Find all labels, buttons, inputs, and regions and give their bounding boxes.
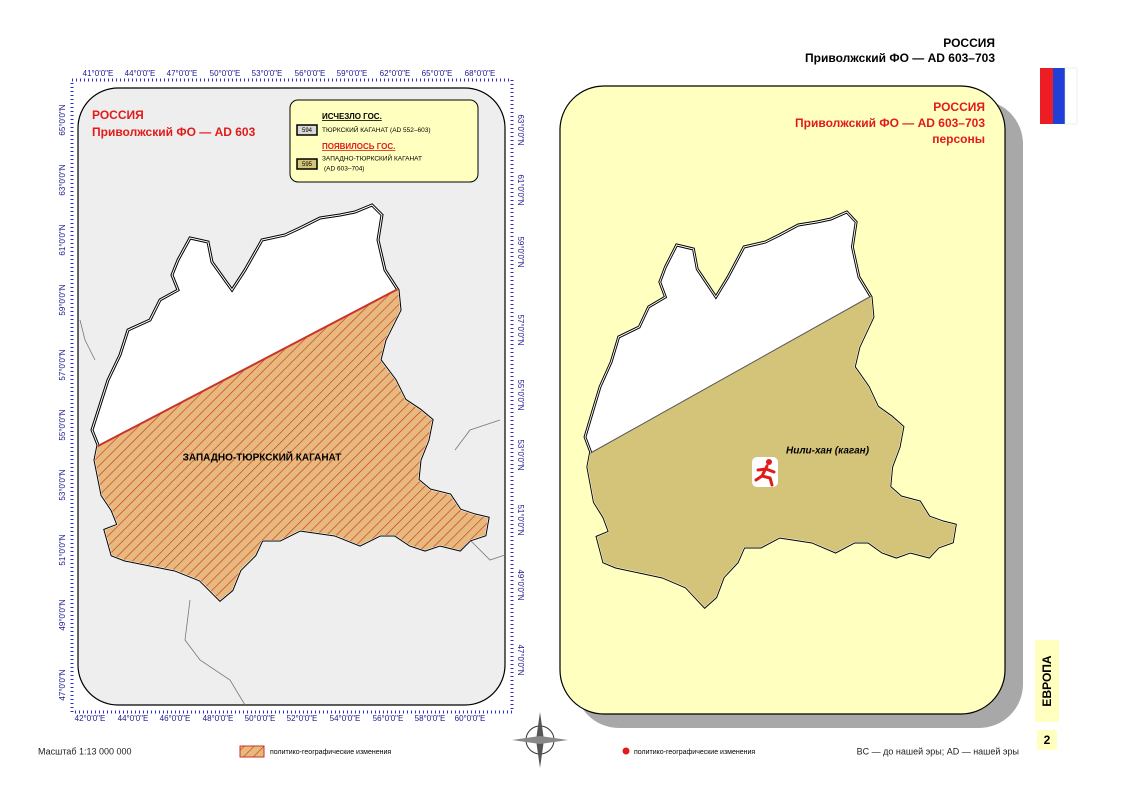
coordinate-label: 52°0'0"E [287, 714, 318, 723]
coordinate-label: 49°0'0"N [516, 569, 525, 600]
coordinate-label: 44°0'0"E [125, 69, 156, 78]
legend-item: (AD 603–704) [324, 166, 364, 173]
page-number: 2 [1044, 733, 1051, 747]
page-tab [1037, 730, 1057, 750]
left-map: ЗАПАДНО-ТЮРКСКИЙ КАГАНАТ РОССИЯ Приволжс… [58, 69, 525, 723]
coordinate-label: 47°0'0"E [167, 69, 198, 78]
header-country: РОССИЯ [943, 36, 995, 50]
coordinate-label: 57°0'0"N [58, 349, 67, 380]
coordinate-label: 47°0'0"N [58, 669, 67, 700]
coordinate-label: 56°0'0"E [373, 714, 404, 723]
coordinate-label: 56°0'0"E [295, 69, 326, 78]
coordinate-label: 59°0'0"N [58, 284, 67, 315]
flag [1040, 67, 1078, 125]
neighbor-borders [79, 319, 505, 705]
right-map: РОССИЯ Приволжский ФО — AD 603–703 персо… [559, 85, 1023, 728]
map-title: РОССИЯ [92, 108, 144, 122]
coordinate-label: 44°0'0"E [118, 714, 149, 723]
coordinate-label: 59°0'0"E [337, 69, 368, 78]
legend-code: 595 [302, 162, 313, 168]
coordinate-label: 65°0'0"E [422, 69, 453, 78]
section-tab [1035, 640, 1059, 722]
scale: Масштаб 1:13 000 000 [38, 746, 132, 756]
legend-item: политико-географические изменения [270, 749, 391, 756]
coordinate-label: 53°0'0"E [252, 69, 283, 78]
coordinate-label: 68°0'0"E [465, 69, 496, 78]
coordinate-label: 51°0'0"N [58, 534, 67, 565]
coordinate-label: 60°0'0"E [455, 714, 486, 723]
coordinate-label: 61°0'0"N [58, 224, 67, 255]
coordinate-label: 49°0'0"N [58, 599, 67, 630]
map-topic: персоны [932, 132, 985, 146]
coordinate-labels: 41°0'0"E 44°0'0"E 47°0'0"E 50°0'0"E 53°0'0"E… [58, 69, 525, 723]
coordinate-label: 54°0'0"E [330, 714, 361, 723]
map-subtitle: Приволжский ФО — AD 603 [92, 125, 256, 139]
coordinate-label: 63°0'0"N [516, 114, 525, 145]
coordinate-label: 57°0'0"N [516, 314, 525, 345]
legend-heading: ПОЯВИЛОСЬ ГОС. [322, 142, 395, 151]
compass [512, 712, 568, 768]
coordinate-label: 55°0'0"N [58, 409, 67, 440]
era-note: BC — до нашей эры; AD — нашей эры [857, 746, 1019, 756]
legend-item: ТЮРКСКИЙ КАГАНАТ (AD 552–603) [322, 125, 431, 134]
axis-frame [70, 78, 514, 714]
coordinate-label: 41°0'0"E [83, 69, 114, 78]
legend-dot [622, 747, 630, 755]
legend-item: ЗАПАДНО-ТЮРКСКИЙ КАГАНАТ [322, 154, 422, 163]
coordinate-label: 62°0'0"E [380, 69, 411, 78]
map-subtitle: Приволжский ФО — AD 603–703 [795, 116, 985, 130]
section-label: ЕВРОПА [1040, 655, 1054, 706]
coordinate-label: 50°0'0"E [210, 69, 241, 78]
map-title: РОССИЯ [933, 100, 985, 114]
legend-item: политико-географические изменения [634, 749, 755, 756]
legend-box: ИСЧЕЗЛО ГОС. 594 ТЮРКСКИЙ КАГАНАТ (AD 55… [289, 99, 479, 183]
coordinate-label: 53°0'0"N [58, 469, 67, 500]
person-label: Нили-хан (каган) [786, 446, 870, 457]
legend-code: 594 [302, 128, 313, 134]
coordinate-label: 46°0'0"E [160, 714, 191, 723]
person-icon [752, 457, 778, 487]
coordinate-label: 42°0'0"E [75, 714, 106, 723]
coordinate-label: 65°0'0"N [58, 104, 67, 135]
legend-heading: ИСЧЕЗЛО ГОС. [322, 112, 382, 121]
legend-swatch [239, 745, 265, 758]
coordinate-label: 55°0'0"N [516, 379, 525, 410]
coordinate-label: 51°0'0"N [516, 504, 525, 535]
coordinate-label: 47°0'0"N [516, 644, 525, 675]
header-subtitle: Приволжский ФО — AD 603–703 [805, 51, 995, 65]
coordinate-label: 50°0'0"E [245, 714, 276, 723]
region-label: ЗАПАДНО-ТЮРКСКИЙ КАГАНАТ [183, 451, 342, 464]
coordinate-label: 63°0'0"N [58, 164, 67, 195]
coordinate-label: 53°0'0"N [516, 439, 525, 470]
coordinate-label: 48°0'0"E [203, 714, 234, 723]
coordinate-label: 59°0'0"N [516, 236, 525, 267]
coordinate-label: 58°0'0"E [415, 714, 446, 723]
coordinate-label: 61°0'0"N [516, 174, 525, 205]
